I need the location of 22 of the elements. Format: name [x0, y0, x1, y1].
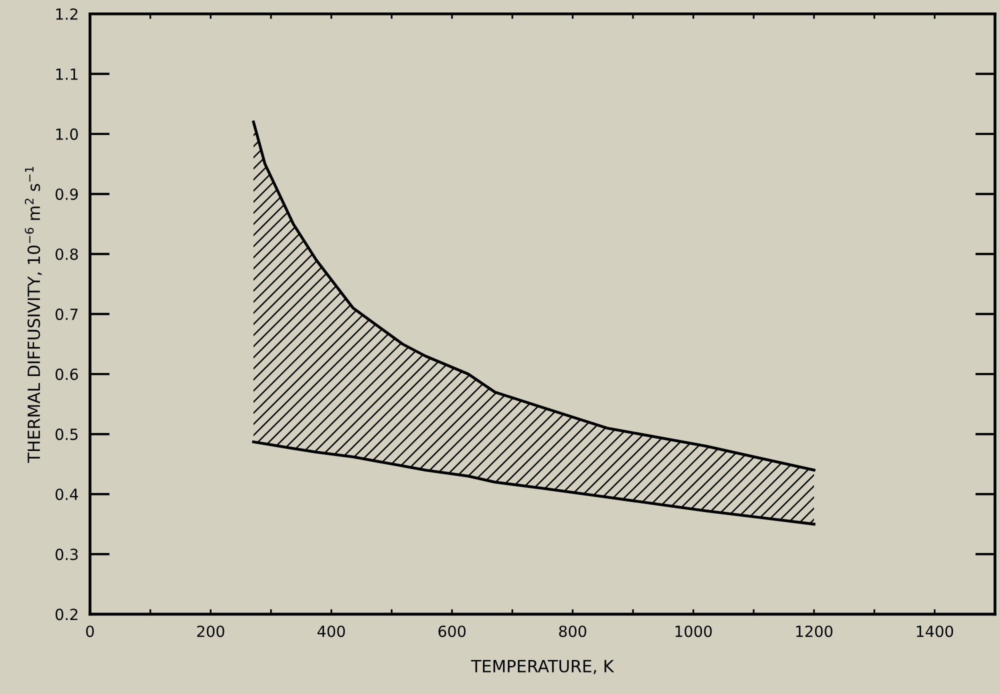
y-tick-label: 0.8 — [56, 248, 78, 260]
y-tick-label: 0.7 — [56, 308, 78, 320]
y-tick-label: 0.9 — [56, 188, 78, 200]
y-tick-label: 0.3 — [56, 548, 78, 560]
x-tick-label: 0 — [86, 626, 94, 638]
x-tick-label: 1400 — [916, 626, 954, 638]
y-tick-label: 0.2 — [56, 608, 78, 620]
x-tick-label: 800 — [559, 626, 586, 638]
x-tick-label: 600 — [438, 626, 466, 638]
y-axis-title: THERMAL DIFFUSIVITY, 10$^{−6}$ m$^{2}$ s$^{−1}$ — [24, 166, 42, 463]
x-tick-label: 400 — [318, 626, 345, 638]
line-series — [252, 440, 816, 526]
y-tick-label: 1.1 — [56, 68, 78, 80]
y-tick-label: 0.5 — [56, 428, 78, 440]
y-tick-label: 0.4 — [56, 488, 78, 500]
y-tick-label: 1.2 — [56, 8, 78, 20]
x-axis-title: TEMPERATURE, K — [471, 660, 614, 674]
y-tick-label: 0.6 — [56, 368, 78, 380]
y-tick-label: 1.0 — [56, 128, 78, 140]
x-tick-label: 200 — [197, 626, 224, 638]
x-tick-label: 1200 — [796, 626, 832, 638]
x-tick-label: 1000 — [676, 626, 712, 638]
